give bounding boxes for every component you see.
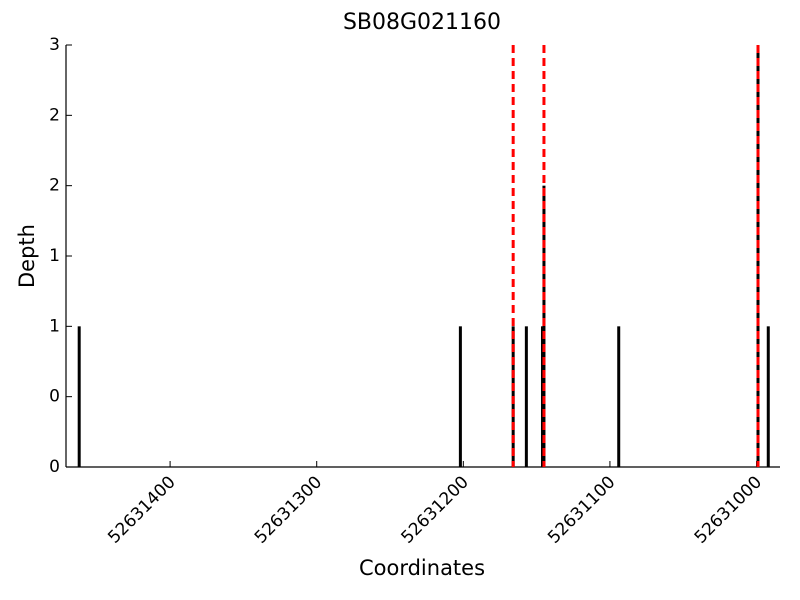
y-tick-label: 0 [49, 457, 60, 477]
bar [458, 326, 462, 467]
x-tick-label: 52631400 [104, 472, 179, 547]
y-tick-label: 2 [49, 176, 60, 196]
y-tick-label: 1 [49, 246, 60, 266]
y-tick-label: 1 [49, 316, 60, 336]
bar [617, 326, 621, 467]
x-tick-label: 52631200 [398, 472, 473, 547]
x-tick-label: 52631100 [544, 472, 619, 547]
x-axis-label: Coordinates [359, 556, 485, 580]
bar [766, 326, 770, 467]
y-tick-label: 3 [49, 35, 60, 55]
bar [542, 185, 546, 467]
chart-title: SB08G021160 [343, 10, 501, 35]
y-tick-label: 2 [49, 105, 60, 125]
bar [524, 326, 528, 467]
y-tick-label: 0 [49, 387, 60, 407]
bar [77, 326, 81, 467]
x-tick-label: 52631000 [691, 472, 766, 547]
y-axis-label: Depth [15, 224, 39, 288]
x-tick-label: 52631300 [251, 472, 326, 547]
